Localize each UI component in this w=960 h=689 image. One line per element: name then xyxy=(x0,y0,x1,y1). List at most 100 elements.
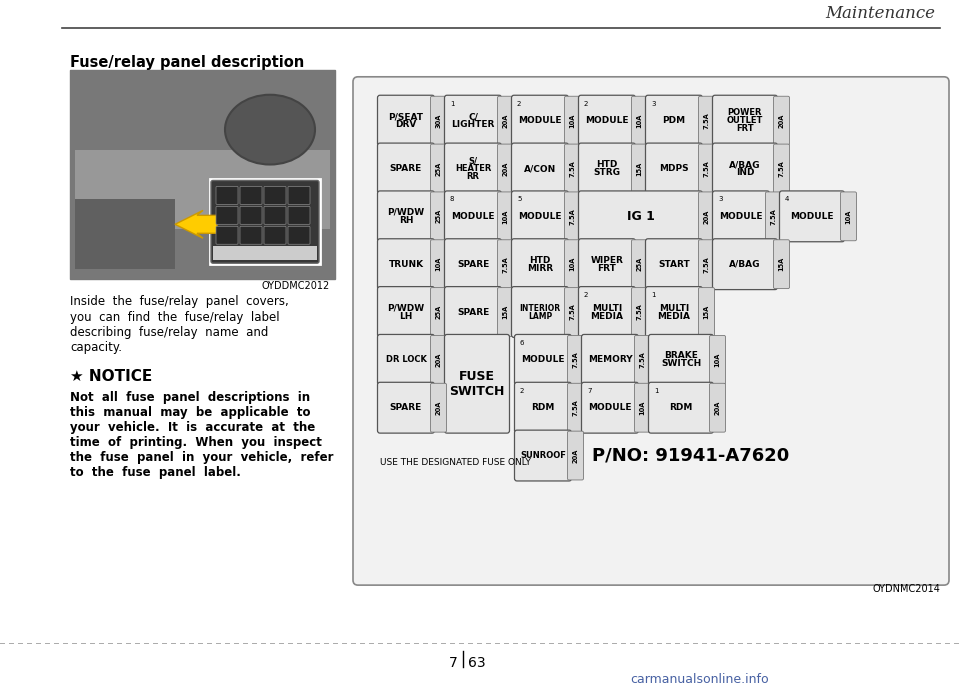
Text: Inside  the  fuse/relay  panel  covers,: Inside the fuse/relay panel covers, xyxy=(70,295,289,308)
FancyBboxPatch shape xyxy=(512,143,568,194)
FancyBboxPatch shape xyxy=(430,383,446,432)
Text: 7.5A: 7.5A xyxy=(704,160,709,177)
FancyBboxPatch shape xyxy=(444,239,501,289)
Text: 7.5A: 7.5A xyxy=(704,112,709,129)
Text: 4: 4 xyxy=(785,196,789,203)
FancyBboxPatch shape xyxy=(774,96,789,145)
FancyBboxPatch shape xyxy=(444,334,510,433)
FancyBboxPatch shape xyxy=(444,191,501,242)
FancyBboxPatch shape xyxy=(515,382,571,433)
Text: 25A: 25A xyxy=(436,209,442,223)
Text: 2: 2 xyxy=(520,388,524,394)
FancyBboxPatch shape xyxy=(216,207,238,225)
Bar xyxy=(213,246,317,260)
Text: this  manual  may  be  applicable  to: this manual may be applicable to xyxy=(70,406,310,419)
Text: 2: 2 xyxy=(517,101,521,107)
Text: 7.5A: 7.5A xyxy=(502,256,509,273)
FancyBboxPatch shape xyxy=(240,207,262,225)
FancyBboxPatch shape xyxy=(515,334,571,385)
FancyBboxPatch shape xyxy=(567,336,584,384)
Text: your  vehicle.  It  is  accurate  at  the: your vehicle. It is accurate at the xyxy=(70,421,315,433)
Text: IND: IND xyxy=(735,168,755,177)
Text: 10A: 10A xyxy=(436,257,442,271)
Text: A/BAG: A/BAG xyxy=(730,260,760,269)
Text: 20A: 20A xyxy=(714,400,721,415)
Text: FRT: FRT xyxy=(597,264,616,273)
Text: 10A: 10A xyxy=(569,257,575,271)
Text: 15A: 15A xyxy=(704,305,709,319)
Text: LAMP: LAMP xyxy=(528,311,552,320)
Text: C/: C/ xyxy=(468,112,478,121)
Text: 63: 63 xyxy=(468,656,486,670)
FancyBboxPatch shape xyxy=(264,187,286,205)
FancyBboxPatch shape xyxy=(444,143,501,194)
Text: MULTI: MULTI xyxy=(592,304,622,313)
Text: 15A: 15A xyxy=(502,305,509,319)
FancyBboxPatch shape xyxy=(774,144,789,193)
FancyBboxPatch shape xyxy=(564,192,581,240)
Text: OUTLET: OUTLET xyxy=(727,116,763,125)
Text: MODULE: MODULE xyxy=(588,403,632,412)
Text: FUSE
SWITCH: FUSE SWITCH xyxy=(449,370,505,398)
Text: MODULE: MODULE xyxy=(586,116,629,125)
Text: 20A: 20A xyxy=(704,209,709,223)
Text: MODULE: MODULE xyxy=(451,212,494,221)
Text: DR LOCK: DR LOCK xyxy=(386,356,426,364)
Text: TRUNK: TRUNK xyxy=(389,260,423,269)
Text: 7.5A: 7.5A xyxy=(704,256,709,273)
Text: WIPER: WIPER xyxy=(590,256,623,265)
FancyBboxPatch shape xyxy=(515,430,571,481)
Text: POWER: POWER xyxy=(728,108,762,117)
FancyBboxPatch shape xyxy=(841,192,856,240)
FancyBboxPatch shape xyxy=(512,239,568,289)
FancyBboxPatch shape xyxy=(497,192,514,240)
FancyBboxPatch shape xyxy=(712,191,770,242)
FancyBboxPatch shape xyxy=(377,334,435,385)
FancyBboxPatch shape xyxy=(699,287,714,336)
Text: STRG: STRG xyxy=(593,168,620,177)
Text: MODULE: MODULE xyxy=(518,116,562,125)
Text: ★ NOTICE: ★ NOTICE xyxy=(70,369,153,384)
FancyBboxPatch shape xyxy=(712,95,778,146)
FancyBboxPatch shape xyxy=(430,287,446,336)
FancyBboxPatch shape xyxy=(497,287,514,336)
Text: 3: 3 xyxy=(718,196,723,203)
Text: 20A: 20A xyxy=(779,114,784,128)
Text: 2: 2 xyxy=(584,101,588,107)
Text: START: START xyxy=(659,260,690,269)
Text: 10A: 10A xyxy=(502,209,509,223)
Text: HTD: HTD xyxy=(596,160,617,169)
Text: LH: LH xyxy=(399,311,413,320)
Text: MODULE: MODULE xyxy=(521,356,564,364)
FancyBboxPatch shape xyxy=(497,240,514,289)
Text: Maintenance: Maintenance xyxy=(825,5,935,22)
Bar xyxy=(210,179,320,264)
FancyBboxPatch shape xyxy=(567,431,584,480)
Text: SPARE: SPARE xyxy=(390,164,422,173)
Text: 20A: 20A xyxy=(436,353,442,367)
Text: RR: RR xyxy=(467,172,479,181)
Text: 10A: 10A xyxy=(846,209,852,223)
FancyBboxPatch shape xyxy=(264,207,286,225)
FancyBboxPatch shape xyxy=(645,287,703,338)
Text: RDM: RDM xyxy=(669,403,693,412)
FancyBboxPatch shape xyxy=(377,382,435,433)
Text: MEDIA: MEDIA xyxy=(658,311,690,320)
FancyBboxPatch shape xyxy=(288,207,310,225)
Text: OYDNMC2014: OYDNMC2014 xyxy=(872,584,940,594)
Text: 1: 1 xyxy=(450,101,454,107)
Text: 15A: 15A xyxy=(779,257,784,271)
FancyBboxPatch shape xyxy=(774,240,789,289)
Polygon shape xyxy=(175,210,217,238)
FancyBboxPatch shape xyxy=(564,144,581,193)
Text: 7.5A: 7.5A xyxy=(779,160,784,177)
FancyBboxPatch shape xyxy=(567,383,584,432)
Text: SPARE: SPARE xyxy=(390,403,422,412)
Text: BRAKE: BRAKE xyxy=(664,351,698,360)
Text: time  of  printing.  When  you  inspect: time of printing. When you inspect xyxy=(70,435,322,449)
FancyBboxPatch shape xyxy=(582,382,638,433)
Text: 7: 7 xyxy=(587,388,591,394)
Text: SUNROOF: SUNROOF xyxy=(520,451,566,460)
Text: 6: 6 xyxy=(520,340,524,346)
Text: 7: 7 xyxy=(449,656,458,670)
